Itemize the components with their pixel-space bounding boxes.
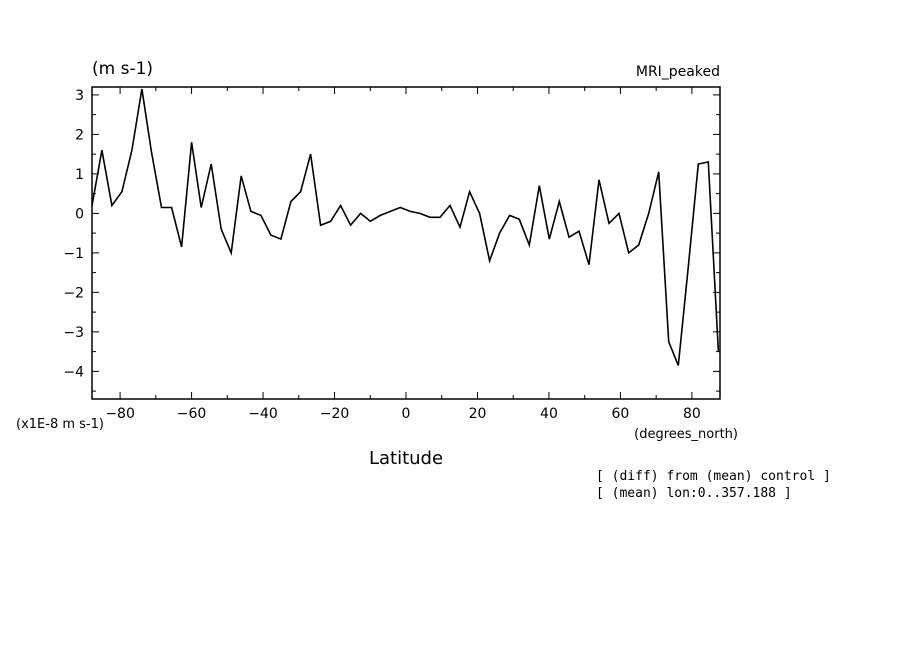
x-tick-label: 80	[683, 406, 701, 422]
x-tick-label: −80	[105, 406, 135, 422]
x-tick-label: 0	[402, 406, 411, 422]
x-tick-label: 40	[540, 406, 558, 422]
x-axis-label: Latitude	[369, 448, 443, 469]
x-tick-label: −40	[248, 406, 278, 422]
x-tick-label: −60	[177, 406, 207, 422]
annotation-mean: [ (mean) lon:0..357.188 ]	[596, 486, 792, 501]
y-tick-label: 1	[75, 167, 84, 183]
y-tick-label: −1	[63, 246, 84, 262]
units-label: (m s-1)	[92, 59, 153, 79]
y-tick-label: −2	[63, 285, 84, 301]
series-line-0	[91, 88, 720, 366]
scale-label: (x1E-8 m s-1)	[16, 417, 104, 432]
annotation-diff: [ (diff) from (mean) control ]	[596, 469, 831, 484]
x-units-label: (degrees_north)	[634, 427, 738, 442]
y-tick-label: 3	[75, 88, 84, 104]
chart-title: MRI_peaked	[636, 64, 720, 80]
x-tick-label: 60	[612, 406, 630, 422]
y-tick-label: −3	[63, 325, 84, 341]
x-tick-label: −20	[320, 406, 350, 422]
plot-area: −80 −60 −40 −20 0 20 40 60 80 3 2 1 0 −1 −2 −3 −4	[63, 86, 721, 422]
y-tick-label: −4	[63, 364, 84, 380]
y-tick-label: 2	[75, 127, 84, 143]
x-tick-label: 20	[469, 406, 487, 422]
y-tick-label: 0	[75, 206, 84, 222]
